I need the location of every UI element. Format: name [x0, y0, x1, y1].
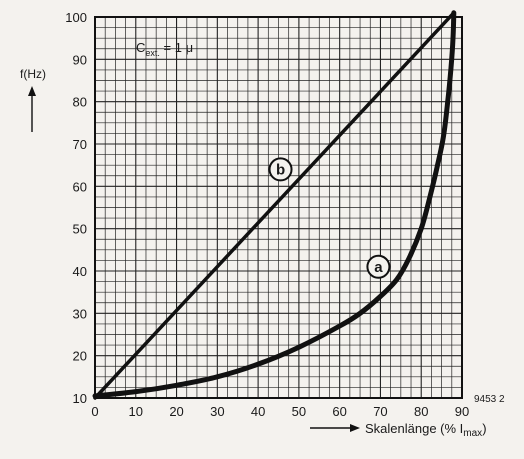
y-tick-label: 40	[73, 264, 87, 279]
x-tick-label: 10	[129, 404, 143, 419]
y-tick-label: 20	[73, 349, 87, 364]
series-marker-ring	[366, 254, 391, 279]
plot-frame	[94, 16, 463, 399]
y-tick-label: 30	[73, 306, 87, 321]
x-axis-label-sub: max	[463, 428, 482, 439]
x-axis-label-close: )	[482, 421, 486, 436]
series-line-a	[92, 10, 457, 399]
annotation-main: C	[136, 40, 145, 55]
y-tick-label: 60	[73, 179, 87, 194]
y-axis-label: f(Hz)	[20, 67, 46, 81]
series-marker-label: a	[374, 259, 383, 276]
tick-labels: 0 10 20 30 40 50 60 70 80 90 10 20 30 40 50 60 70 80 90 100	[65, 10, 469, 419]
y-tick-label: 80	[73, 95, 87, 110]
x-tick-label: 90	[455, 404, 469, 419]
x-tick-label: 70	[373, 404, 387, 419]
y-tick-label: 90	[73, 52, 87, 67]
y-tick-label: 100	[65, 10, 87, 25]
y-tick-label: 50	[73, 222, 87, 237]
annotation-sub: ext.	[145, 48, 160, 58]
annotation-rest: = 1 μ	[160, 40, 193, 55]
figure-id: 9453 2	[474, 394, 505, 405]
series-marker-ring	[268, 157, 293, 182]
x-axis-label-main: Skalenlänge (% I	[365, 421, 463, 436]
series-line-b	[93, 11, 456, 400]
chart-annotation: Cext. = 1 μ	[136, 40, 193, 58]
y-tick-label: 10	[73, 391, 87, 406]
y-axis-arrow	[28, 86, 36, 132]
x-tick-label: 50	[292, 404, 306, 419]
series: ba	[92, 10, 457, 400]
x-tick-label: 40	[251, 404, 265, 419]
x-tick-label: 30	[210, 404, 224, 419]
x-axis-arrow	[310, 424, 360, 432]
x-tick-label: 80	[414, 404, 428, 419]
x-axis-label: Skalenlänge (% Imax)	[365, 421, 487, 439]
x-tick-label: 60	[332, 404, 346, 419]
y-tick-label: 70	[73, 137, 87, 152]
series-marker-label: b	[276, 161, 285, 178]
series-marker-b: b	[268, 157, 293, 182]
series-marker-a: a	[366, 254, 391, 279]
x-tick-label: 20	[169, 404, 183, 419]
x-tick-label: 0	[91, 404, 98, 419]
